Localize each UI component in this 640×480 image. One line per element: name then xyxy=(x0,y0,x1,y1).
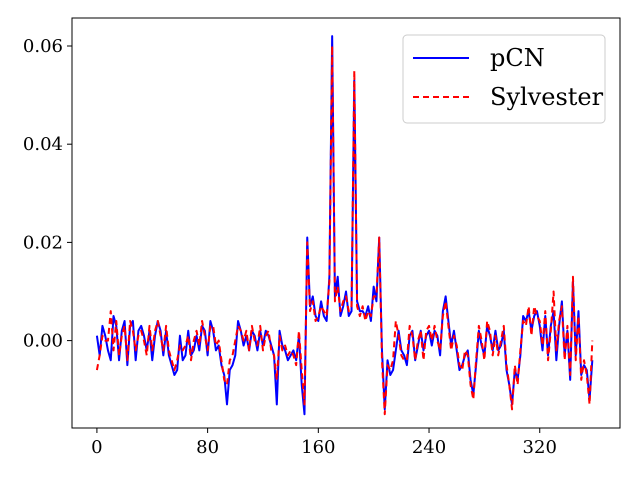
x-tick-label: 160 xyxy=(301,437,335,458)
x-tick-label: 240 xyxy=(412,437,446,458)
series-line-sylvester xyxy=(95,44,594,416)
y-tick-label: 0.00 xyxy=(23,331,63,352)
x-tick-label: 80 xyxy=(196,437,219,458)
legend-label-pcn: pCN xyxy=(490,44,545,72)
series-layer xyxy=(95,35,594,416)
y-tick-label: 0.06 xyxy=(23,36,63,57)
x-axis: 0 80 160 240 320 xyxy=(91,428,557,458)
legend: pCN Sylvester xyxy=(402,34,606,124)
x-tick-label: 320 xyxy=(523,437,557,458)
y-axis: 0.00 0.02 0.04 0.06 xyxy=(23,36,72,352)
plot-frame xyxy=(71,17,621,429)
y-tick-label: 0.04 xyxy=(23,134,63,155)
y-tick-label: 0.02 xyxy=(23,232,63,253)
x-tick-label: 0 xyxy=(91,437,102,458)
legend-label-sylvester: Sylvester xyxy=(490,83,604,111)
